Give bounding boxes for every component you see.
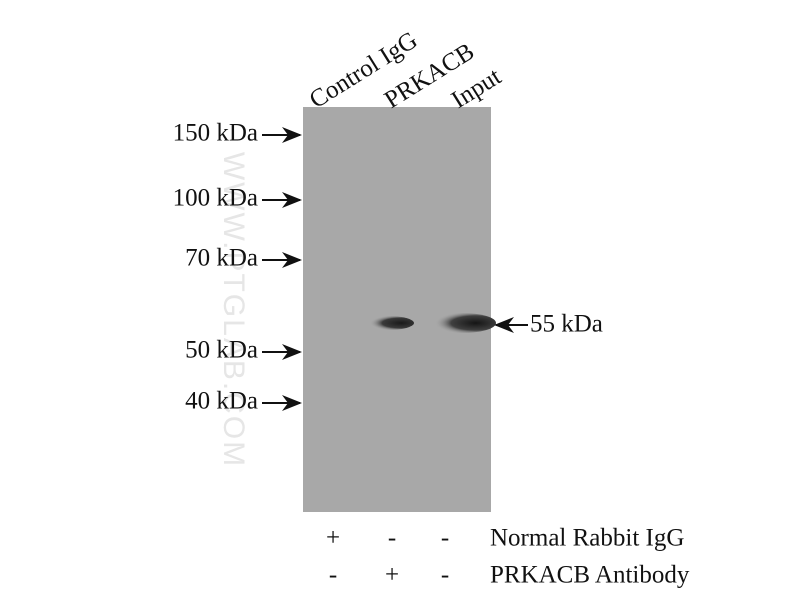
sign: + — [385, 562, 399, 589]
lane-labels: Control IgG PRKACB Input — [305, 27, 506, 114]
row-label: PRKACB Antibody — [490, 562, 690, 589]
row-label: Normal Rabbit IgG — [490, 525, 684, 552]
sign: + — [326, 525, 340, 552]
marker-label: 40 kDa — [185, 388, 258, 415]
sign: - — [441, 562, 449, 589]
sign: - — [441, 525, 449, 552]
band — [428, 313, 496, 333]
blot-membrane — [303, 107, 491, 512]
sign: - — [329, 562, 337, 589]
band-label: 55 kDa — [530, 311, 603, 338]
watermark: WWW.PTGLAB.COM — [217, 152, 250, 468]
marker-label: 150 kDa — [173, 120, 258, 147]
condition-table: + - - Normal Rabbit IgG - + - PRKACB Ant… — [326, 525, 690, 589]
markers: 150 kDa 100 kDa 70 kDa 50 kDa 40 kDa — [173, 120, 302, 415]
band — [362, 316, 414, 330]
marker-label: 100 kDa — [173, 185, 258, 212]
marker-label: 50 kDa — [185, 337, 258, 364]
sign: - — [388, 525, 396, 552]
marker-label: 70 kDa — [185, 245, 258, 272]
